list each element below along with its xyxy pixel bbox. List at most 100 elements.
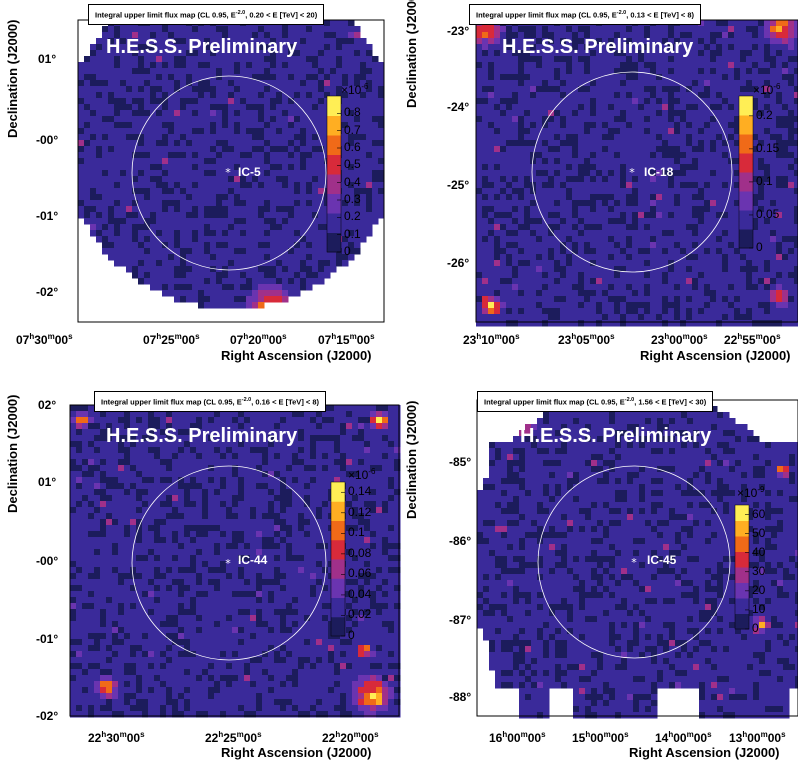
heatmap-cell [782, 266, 789, 273]
heatmap-cell [300, 68, 307, 75]
heatmap-cell [764, 278, 771, 285]
heatmap-cell [752, 50, 759, 57]
heatmap-cell [84, 110, 91, 117]
heatmap-cell [710, 122, 717, 129]
heatmap-cell [590, 266, 597, 273]
heatmap-cell [650, 68, 657, 75]
heatmap-cell [144, 116, 151, 123]
heatmap-cell [632, 194, 639, 201]
heatmap-cell [360, 104, 367, 111]
heatmap-cell [132, 212, 139, 219]
heatmap-cell [366, 62, 373, 69]
heatmap-cell [656, 218, 663, 225]
heatmap-cell [318, 104, 325, 111]
heatmap-cell [282, 26, 289, 33]
heatmap-cell [542, 320, 549, 327]
heatmap-cell [312, 272, 319, 279]
heatmap-cell [692, 278, 699, 285]
heatmap-cell [668, 92, 675, 99]
heatmap-cell [366, 182, 373, 189]
heatmap-cell [530, 146, 537, 153]
heatmap-cell [590, 302, 597, 309]
heatmap-cell [348, 110, 355, 117]
heatmap-cell [114, 194, 121, 201]
heatmap-cell [518, 32, 525, 39]
heatmap-cell [572, 290, 579, 297]
heatmap-cell [638, 146, 645, 153]
heatmap-cell [794, 170, 798, 177]
heatmap-cell [132, 44, 139, 51]
heatmap-cell [132, 104, 139, 111]
heatmap-cell [596, 104, 603, 111]
heatmap-cell [650, 158, 657, 165]
heatmap-cell [288, 98, 295, 105]
heatmap-cell [300, 110, 307, 117]
heatmap-cell [378, 146, 385, 153]
heatmap-cell [234, 248, 241, 255]
heatmap-cell [348, 176, 355, 183]
heatmap-cell [276, 284, 283, 291]
heatmap-cell [650, 230, 657, 237]
heatmap-cell [132, 266, 139, 273]
heatmap-cell [530, 218, 537, 225]
heatmap-cell [692, 194, 699, 201]
heatmap-cell [342, 254, 349, 261]
heatmap-cell [258, 218, 265, 225]
heatmap-cell [608, 182, 615, 189]
heatmap-cell [222, 38, 229, 45]
heatmap-cell [626, 182, 633, 189]
heatmap-cell [554, 134, 561, 141]
heatmap-cell [566, 26, 573, 33]
heatmap-cell [366, 128, 373, 135]
heatmap-cell [722, 278, 729, 285]
heatmap-cell [542, 182, 549, 189]
heatmap-cell [276, 158, 283, 165]
heatmap-cell [620, 26, 627, 33]
heatmap-cell [78, 134, 85, 141]
heatmap-cell [524, 236, 531, 243]
heatmap-cell [246, 290, 253, 297]
heatmap-cell [662, 32, 669, 39]
heatmap-cell [530, 110, 537, 117]
heatmap-cell [734, 314, 741, 321]
heatmap-cell [650, 50, 657, 57]
heatmap-cell [354, 50, 361, 57]
heatmap-cell [264, 230, 271, 237]
heatmap-cell [740, 80, 747, 87]
heatmap-cell [204, 110, 211, 117]
heatmap-cell [788, 26, 795, 33]
heatmap-cell [686, 254, 693, 261]
heatmap-cell [482, 194, 489, 201]
heatmap-cell [524, 38, 531, 45]
heatmap-cell [372, 158, 379, 165]
heatmap-cell [288, 128, 295, 135]
heatmap-cell [324, 56, 331, 63]
heatmap-cell [602, 212, 609, 219]
heatmap-cell [476, 176, 483, 183]
heatmap-cell [246, 26, 253, 33]
heatmap-cell [132, 32, 139, 39]
heatmap-cell [114, 110, 121, 117]
heatmap-cell [186, 200, 193, 207]
heatmap-cell [120, 230, 127, 237]
heatmap-cell [156, 134, 163, 141]
heatmap-cell [764, 50, 771, 57]
heatmap-cell [704, 104, 711, 111]
heatmap-cell [264, 218, 271, 225]
heatmap-cell [500, 320, 507, 327]
heatmap-cell [710, 140, 717, 147]
heatmap-cell [90, 56, 97, 63]
heatmap-cell [198, 110, 205, 117]
heatmap-cell [216, 80, 223, 87]
heatmap-cell [770, 74, 777, 81]
heatmap-cell [96, 110, 103, 117]
heatmap-cell [620, 38, 627, 45]
heatmap-cell [360, 212, 367, 219]
heatmap-cell [354, 128, 361, 135]
heatmap-cell [620, 230, 627, 237]
heatmap-cell [716, 308, 723, 315]
heatmap-cell [228, 158, 235, 165]
heatmap-cell [704, 272, 711, 279]
heatmap-cell [554, 212, 561, 219]
heatmap-cell [354, 44, 361, 51]
